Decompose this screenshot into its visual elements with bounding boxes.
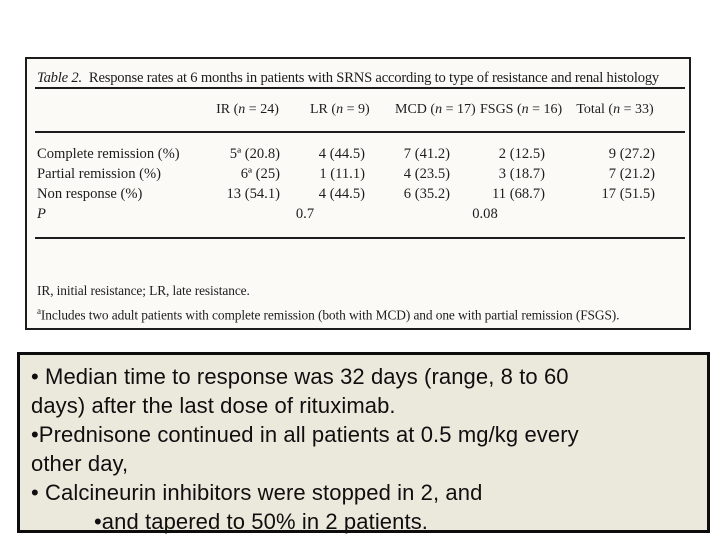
cell-value: 2 (12.5) xyxy=(498,146,545,162)
note-line: • Calcineurin inhibitors were stopped in… xyxy=(31,480,483,505)
table-header-row: IR (n = 24) LR (n = 9) MCD (n = 17) FSGS… xyxy=(35,87,685,133)
note-line: days) after the last dose of rituximab. xyxy=(31,393,396,418)
row-label: Partial remission (%) xyxy=(37,166,162,182)
col-header-mcd: MCD (n = 17) xyxy=(395,87,480,133)
table-footnotes: IR, initial resistance; LR, late resista… xyxy=(37,281,683,325)
cell-value: 17 (51.5) xyxy=(601,186,655,202)
note-line: •and tapered to 50% in 2 patients. xyxy=(94,509,429,534)
table-title: Table 2. Response rates at 6 months in pa… xyxy=(37,70,687,87)
cell-value: 4 (23.5) xyxy=(403,166,450,182)
cell-value: 13 (54.1) xyxy=(226,186,280,202)
col-header-total: Total (n = 33) xyxy=(575,87,685,133)
p-row-empty-cell xyxy=(575,204,685,239)
table-row-complete-remission: Complete remission (%) 5ª (20.8) 4 (44.5… xyxy=(35,132,685,165)
table-row-non-response: Non response (%) 13 (54.1) 4 (44.5) 6 (3… xyxy=(35,185,685,205)
footnote-a: aIncludes two adult patients with comple… xyxy=(37,301,683,325)
bullet-notes-box: • Median time to response was 32 days (r… xyxy=(17,352,710,534)
cell-value: 6ª (25) xyxy=(240,166,280,182)
table-title-text: Response rates at 6 months in patients w… xyxy=(88,70,660,86)
row-label: Complete remission (%) xyxy=(37,146,180,162)
footnote-abbreviations: IR, initial resistance; LR, late resista… xyxy=(37,283,250,298)
p-value-row: P 0.7 0.08 xyxy=(35,204,685,239)
col-header-empty xyxy=(35,87,215,133)
col-header-fsgs: FSGS (n = 16) xyxy=(480,87,575,133)
footnote-a-text: Includes two adult patients with complet… xyxy=(40,307,620,323)
col-header-lr: LR (n = 9) xyxy=(310,87,395,133)
cell-value: 3 (18.7) xyxy=(498,166,545,182)
cell-value: 5ª (20.8) xyxy=(229,146,280,162)
cell-value: 4 (44.5) xyxy=(318,186,365,202)
cell-value: 7 (21.2) xyxy=(608,166,655,182)
cell-value: 6 (35.2) xyxy=(403,186,450,202)
table-title-label: Table 2. xyxy=(37,70,82,86)
response-rates-table: IR (n = 24) LR (n = 9) MCD (n = 17) FSGS… xyxy=(35,87,685,239)
p-value-mcd-fsgs: 0.08 xyxy=(395,204,575,239)
col-header-ir: IR (n = 24) xyxy=(215,87,310,133)
table-2-figure: Table 2. Response rates at 6 months in pa… xyxy=(25,57,691,330)
p-value-ir-lr: 0.7 xyxy=(215,204,395,239)
cell-value: 9 (27.2) xyxy=(608,146,655,162)
row-label: Non response (%) xyxy=(37,186,143,202)
note-line: • Median time to response was 32 days (r… xyxy=(31,364,569,389)
footnote-a-marker: a xyxy=(37,306,41,316)
note-line: other day, xyxy=(31,451,129,476)
p-row-label: P xyxy=(35,204,215,239)
cell-value: 1 (11.1) xyxy=(319,166,365,182)
table-row-partial-remission: Partial remission (%) 6ª (25) 1 (11.1) 4… xyxy=(35,165,685,185)
cell-value: 4 (44.5) xyxy=(318,146,365,162)
note-line: •Prednisone continued in all patients at… xyxy=(31,422,579,447)
cell-value: 11 (68.7) xyxy=(492,186,545,202)
cell-value: 7 (41.2) xyxy=(403,146,450,162)
